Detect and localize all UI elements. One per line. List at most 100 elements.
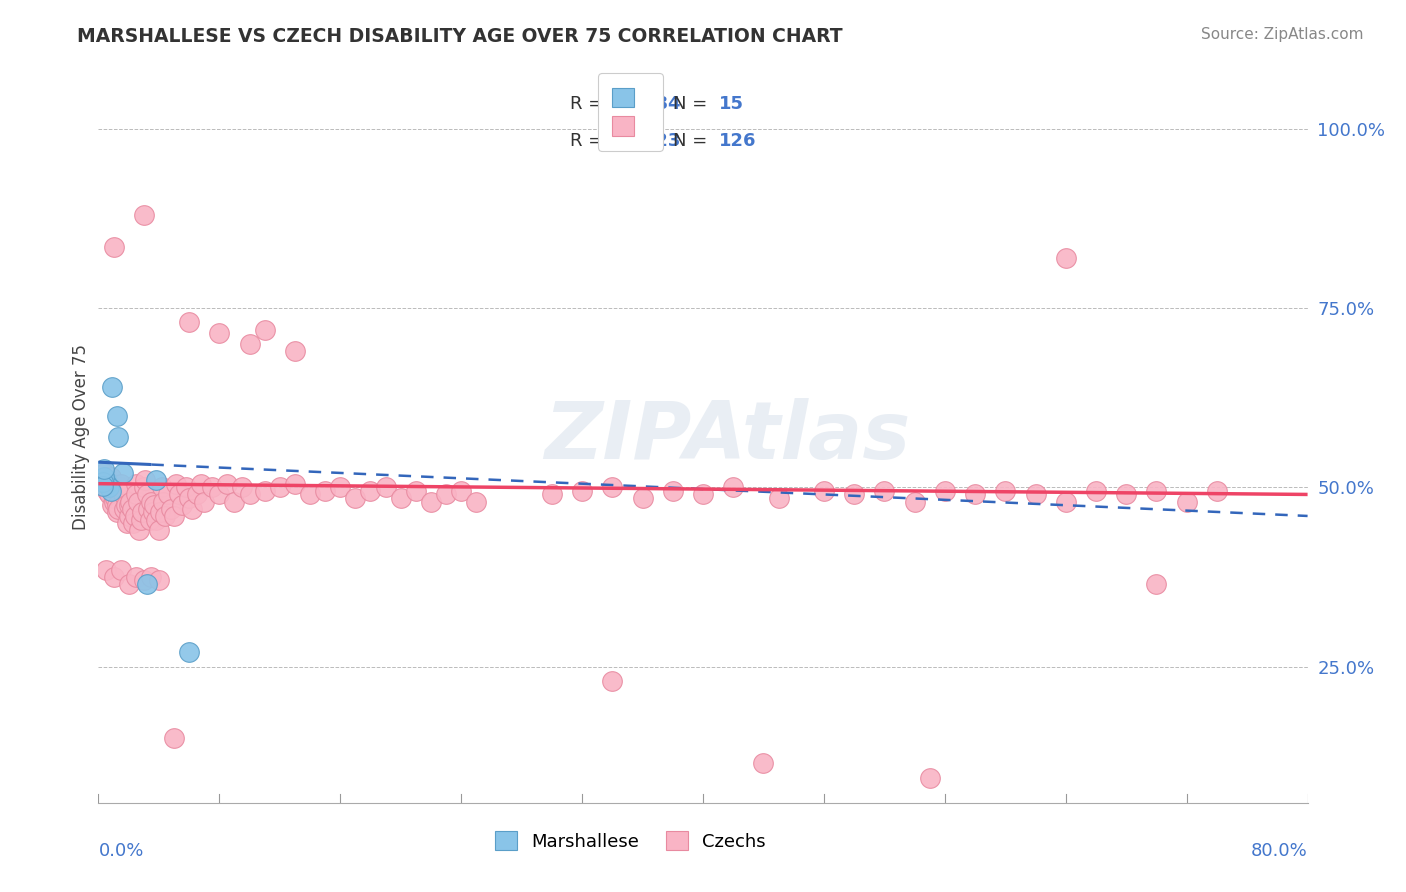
- Point: [631, 491, 654, 505]
- Point: [156, 487, 179, 501]
- Point: [163, 508, 186, 523]
- Point: [131, 505, 153, 519]
- Point: [1175, 494, 1198, 508]
- Point: [208, 487, 231, 501]
- Point: [165, 476, 187, 491]
- Point: [934, 483, 956, 498]
- Point: [148, 524, 170, 538]
- Point: [163, 731, 186, 746]
- Point: [170, 498, 193, 512]
- Point: [844, 487, 866, 501]
- Point: [150, 480, 173, 494]
- Point: [193, 494, 215, 508]
- Point: [91, 475, 114, 489]
- Point: [100, 476, 122, 491]
- Point: [135, 577, 157, 591]
- Point: [239, 487, 262, 501]
- Point: [107, 501, 129, 516]
- Point: [420, 494, 443, 508]
- Legend: Marshallese, Czechs: Marshallese, Czechs: [486, 822, 775, 860]
- Point: [96, 483, 118, 498]
- Point: [91, 479, 114, 493]
- Point: [105, 409, 128, 423]
- Point: [132, 480, 155, 494]
- Point: [1085, 483, 1108, 498]
- Point: [124, 508, 146, 523]
- Point: [96, 476, 118, 491]
- Point: [94, 469, 117, 483]
- Point: [114, 498, 136, 512]
- Point: [143, 498, 166, 512]
- Text: Source: ZipAtlas.com: Source: ZipAtlas.com: [1201, 27, 1364, 42]
- Point: [602, 480, 624, 494]
- Point: [93, 462, 115, 476]
- Point: [231, 480, 253, 494]
- Point: [918, 771, 941, 785]
- Point: [602, 673, 624, 688]
- Point: [344, 491, 367, 505]
- Point: [100, 483, 122, 498]
- Point: [149, 505, 172, 519]
- Point: [904, 494, 927, 508]
- Text: ZIPAtlas: ZIPAtlas: [544, 398, 910, 476]
- Point: [723, 480, 745, 494]
- Point: [224, 494, 246, 508]
- Point: [98, 480, 121, 494]
- Text: -0.023: -0.023: [616, 132, 681, 150]
- Point: [141, 494, 163, 508]
- Text: N =: N =: [672, 95, 713, 113]
- Point: [120, 494, 142, 508]
- Point: [125, 570, 148, 584]
- Point: [374, 480, 396, 494]
- Point: [105, 505, 128, 519]
- Point: [752, 756, 775, 771]
- Point: [94, 473, 117, 487]
- Point: [112, 501, 135, 516]
- Point: [93, 466, 115, 480]
- Point: [1144, 577, 1167, 591]
- Point: [118, 508, 141, 523]
- Point: [122, 516, 145, 530]
- Point: [389, 491, 412, 505]
- Point: [329, 480, 352, 494]
- Point: [994, 483, 1017, 498]
- Text: R =: R =: [569, 95, 609, 113]
- Text: 0.0%: 0.0%: [98, 842, 143, 860]
- Point: [98, 487, 121, 501]
- Point: [1206, 483, 1229, 498]
- Point: [121, 501, 143, 516]
- Point: [108, 480, 131, 494]
- Point: [269, 480, 291, 494]
- Point: [101, 498, 124, 512]
- Point: [118, 498, 141, 512]
- Text: 15: 15: [718, 95, 744, 113]
- Point: [145, 512, 167, 526]
- Point: [148, 574, 170, 588]
- Point: [360, 483, 382, 498]
- Point: [107, 430, 129, 444]
- Point: [101, 380, 124, 394]
- Point: [127, 494, 149, 508]
- Point: [186, 487, 208, 501]
- Point: [174, 480, 197, 494]
- Point: [1115, 487, 1137, 501]
- Point: [314, 483, 336, 498]
- Point: [152, 494, 174, 508]
- Point: [965, 487, 987, 501]
- Point: [125, 487, 148, 501]
- Point: [181, 501, 204, 516]
- Text: N =: N =: [672, 132, 713, 150]
- Point: [153, 508, 176, 523]
- Point: [201, 480, 224, 494]
- Point: [128, 524, 150, 538]
- Text: -0.084: -0.084: [616, 95, 681, 113]
- Point: [160, 501, 183, 516]
- Point: [94, 563, 117, 577]
- Point: [93, 469, 115, 483]
- Point: [1024, 487, 1046, 501]
- Point: [813, 483, 835, 498]
- Point: [105, 498, 128, 512]
- Point: [284, 344, 307, 359]
- Point: [136, 501, 159, 516]
- Text: 126: 126: [718, 132, 756, 150]
